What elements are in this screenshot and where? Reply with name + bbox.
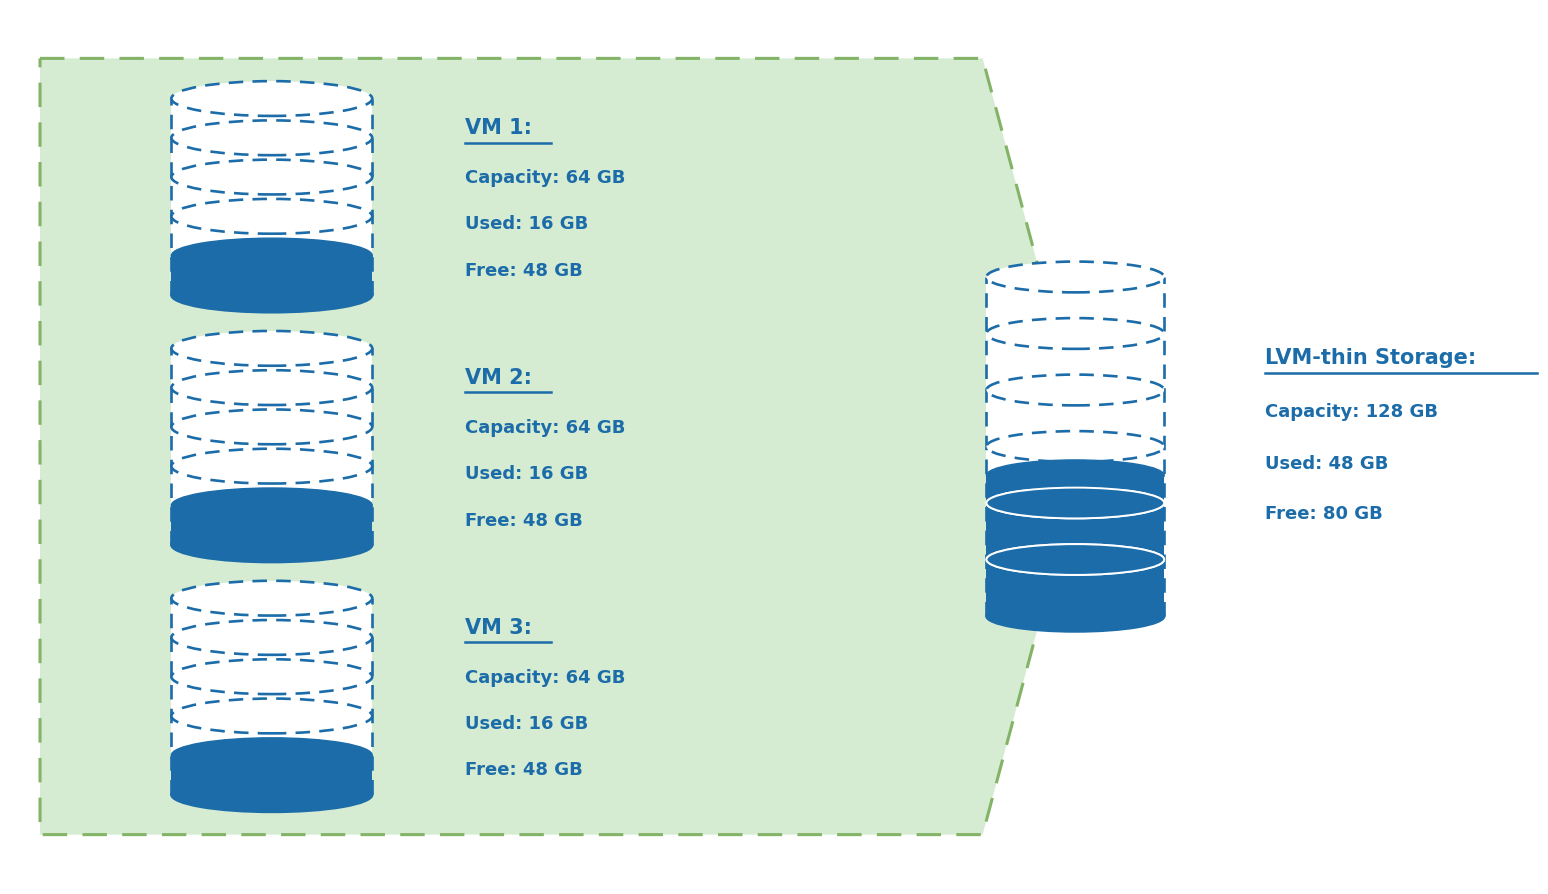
Ellipse shape (986, 262, 1164, 293)
Ellipse shape (172, 160, 372, 195)
Ellipse shape (172, 278, 372, 313)
Ellipse shape (172, 242, 372, 276)
Ellipse shape (986, 432, 1164, 462)
Ellipse shape (986, 544, 1164, 575)
Text: VM 2:: VM 2: (464, 367, 533, 387)
Text: Used: 48 GB: Used: 48 GB (1265, 454, 1389, 472)
Polygon shape (986, 476, 1164, 616)
Text: VM 3:: VM 3: (464, 617, 533, 637)
Polygon shape (172, 758, 372, 795)
Text: Free: 48 GB: Free: 48 GB (464, 511, 582, 529)
Ellipse shape (172, 449, 372, 484)
Ellipse shape (986, 319, 1164, 350)
Text: Used: 16 GB: Used: 16 GB (464, 714, 588, 732)
Ellipse shape (172, 527, 372, 562)
Polygon shape (172, 509, 372, 545)
Text: VM 1:: VM 1: (464, 118, 533, 138)
Ellipse shape (172, 738, 372, 772)
Polygon shape (172, 99, 372, 296)
Ellipse shape (172, 199, 372, 234)
Ellipse shape (172, 82, 372, 117)
Ellipse shape (172, 239, 372, 274)
Polygon shape (172, 259, 372, 296)
Ellipse shape (986, 601, 1164, 632)
Ellipse shape (172, 410, 372, 445)
Ellipse shape (172, 741, 372, 776)
Polygon shape (172, 349, 372, 545)
Polygon shape (986, 278, 1164, 616)
Ellipse shape (172, 371, 372, 406)
Text: Capacity: 64 GB: Capacity: 64 GB (464, 169, 625, 187)
Ellipse shape (986, 460, 1164, 491)
Ellipse shape (172, 332, 372, 367)
Text: Used: 16 GB: Used: 16 GB (464, 215, 588, 233)
Ellipse shape (986, 544, 1164, 575)
Ellipse shape (172, 660, 372, 695)
Text: LVM-thin Storage:: LVM-thin Storage: (1265, 348, 1475, 367)
Text: Capacity: 64 GB: Capacity: 64 GB (464, 668, 625, 686)
Polygon shape (172, 598, 372, 795)
Text: Free: 48 GB: Free: 48 GB (464, 761, 582, 779)
Text: Free: 80 GB: Free: 80 GB (1265, 505, 1382, 523)
Ellipse shape (986, 488, 1164, 519)
Text: Capacity: 64 GB: Capacity: 64 GB (464, 418, 625, 436)
Text: Capacity: 128 GB: Capacity: 128 GB (1265, 402, 1438, 420)
Text: Free: 48 GB: Free: 48 GB (464, 262, 582, 280)
Ellipse shape (986, 375, 1164, 406)
Polygon shape (40, 59, 1087, 835)
Ellipse shape (172, 122, 372, 156)
Ellipse shape (172, 492, 372, 527)
Text: Used: 16 GB: Used: 16 GB (464, 465, 588, 483)
Ellipse shape (172, 777, 372, 812)
Ellipse shape (172, 488, 372, 523)
Ellipse shape (986, 488, 1164, 519)
Ellipse shape (172, 581, 372, 616)
Ellipse shape (172, 699, 372, 734)
Ellipse shape (172, 620, 372, 655)
